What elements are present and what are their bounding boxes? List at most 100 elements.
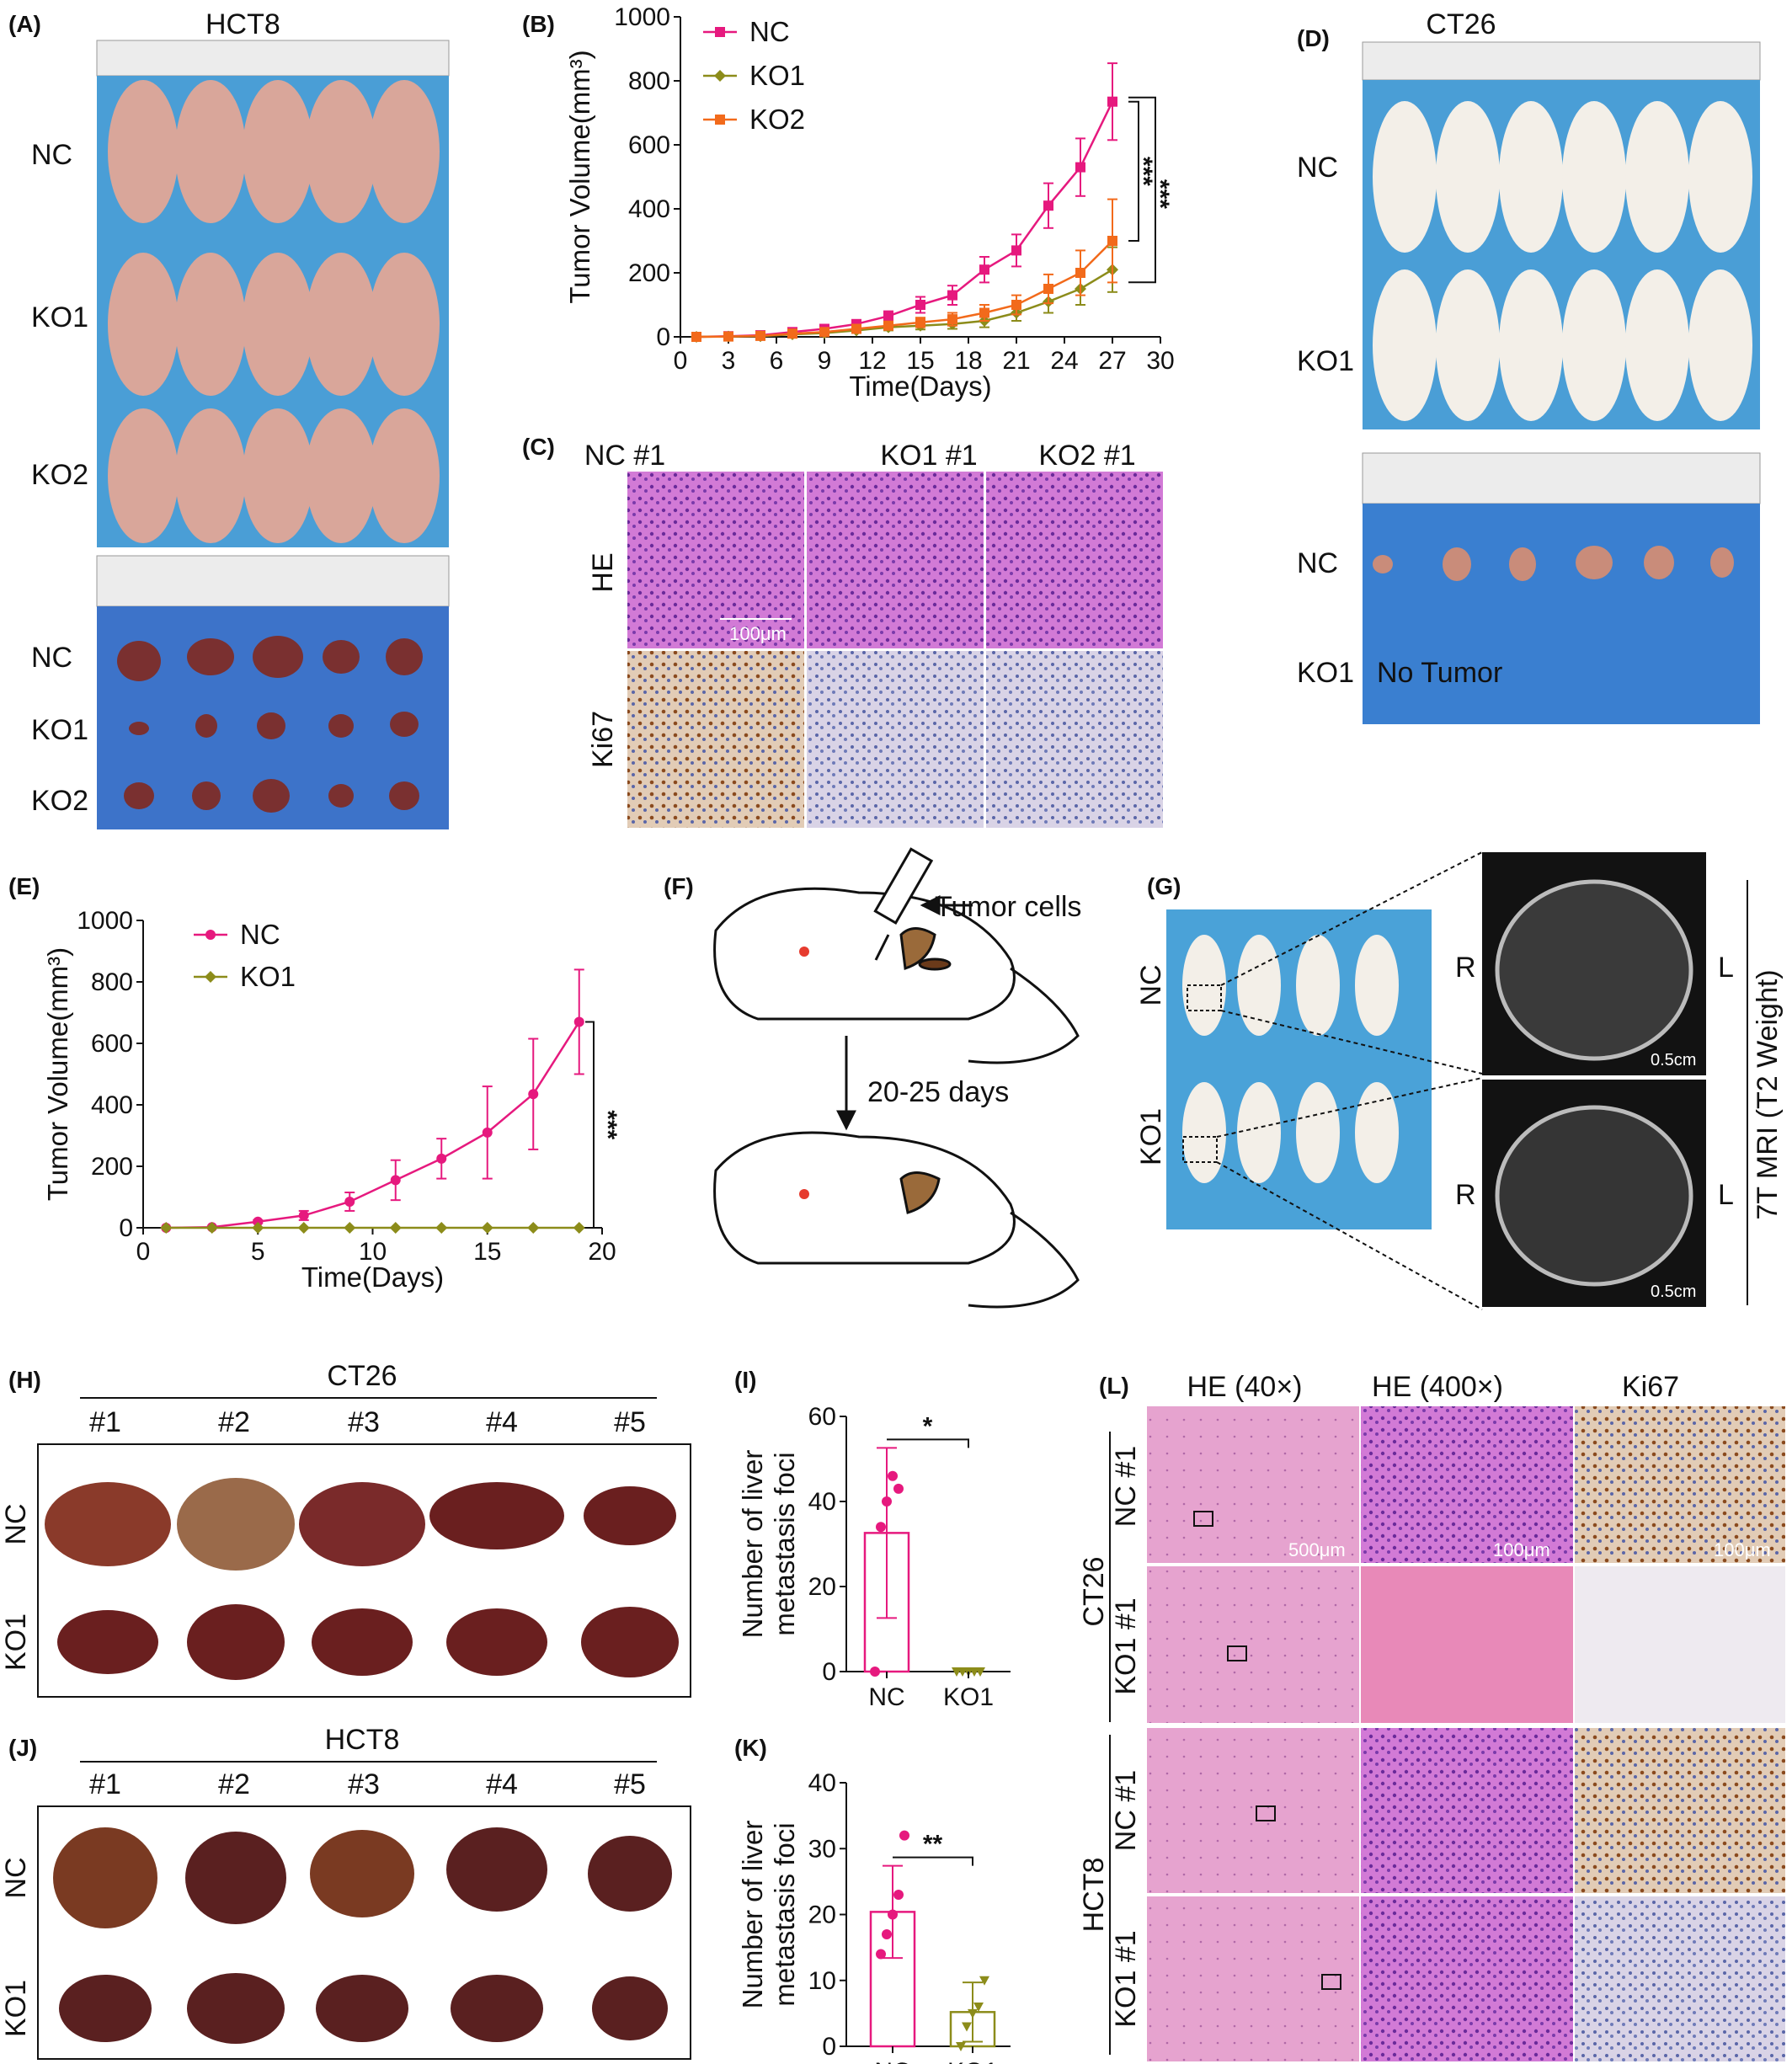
x-tick-label: 24 — [1050, 347, 1078, 375]
data-point — [1011, 245, 1021, 256]
y-tick-label: 30 — [808, 1835, 836, 1863]
j-col-4: #4 — [486, 1768, 518, 1800]
l-row-1: NC #1 — [1110, 1446, 1142, 1527]
panel-a-tumor-nc: NC — [31, 642, 72, 674]
x-tick-label: 5 — [251, 1238, 265, 1266]
x-tick-label: 6 — [770, 347, 784, 375]
panel-j-label: (J) — [8, 1735, 37, 1761]
data-point — [787, 328, 797, 339]
sig-bracket — [585, 1021, 595, 1229]
data-point — [436, 1153, 447, 1164]
legend-label: KO1 — [240, 961, 296, 992]
panel-g-r-bottom: R — [1455, 1179, 1476, 1211]
data-point — [1043, 284, 1053, 294]
series-line — [696, 240, 1113, 339]
panel-b-label: (B) — [522, 11, 555, 37]
he-ko2 — [986, 472, 1163, 648]
data-point — [819, 327, 829, 338]
data-point — [160, 1222, 173, 1234]
x-tick-label: NC — [874, 2058, 910, 2064]
ruler-2 — [96, 555, 450, 607]
legend-label: KO1 — [749, 60, 805, 91]
data-point — [1107, 96, 1117, 107]
l-hct8-nc-he40 — [1147, 1728, 1359, 1893]
legend-marker — [205, 971, 216, 983]
mouse-top — [713, 887, 1080, 1064]
l-scale-a: 500μm — [1288, 1539, 1346, 1560]
panel-i-label: (I) — [734, 1367, 756, 1393]
data-point — [691, 332, 701, 342]
j-row-nc: NC — [0, 1857, 32, 1898]
h-col-1: #1 — [89, 1406, 121, 1438]
mri-slice-ko1 — [1495, 1105, 1693, 1287]
data-point — [968, 2008, 978, 2019]
panel-j-title: HCT8 — [325, 1724, 400, 1756]
he-ko1 — [807, 472, 984, 648]
l-scale-c: 100μm — [1714, 1539, 1771, 1560]
sig-label: * — [923, 1412, 933, 1440]
l-scale-b: 100μm — [1493, 1539, 1550, 1560]
l-hct8-nc-ki67 — [1575, 1728, 1785, 1893]
h-col-3: #3 — [348, 1406, 380, 1438]
x-tick-label: NC — [868, 1683, 904, 1711]
y-tick-label: 20 — [808, 1573, 836, 1601]
series-ko2 — [691, 198, 1117, 342]
panel-c-col-ko1: KO1 #1 — [880, 440, 977, 472]
x-tick-label: 15 — [906, 347, 934, 375]
h-col-4: #4 — [486, 1406, 518, 1438]
zoom-line-1 — [1220, 851, 1483, 986]
l-ct26-ko1-he400 — [1361, 1566, 1573, 1723]
data-point — [481, 1222, 493, 1234]
y-axis-title-2: metastasis foci — [769, 1452, 800, 1635]
panel-h: (H) CT26 #1 #2 #3 #4 #5 NC KO1 — [0, 1360, 691, 1698]
panel-c-label: (C) — [522, 434, 555, 460]
panel-a: (A) HCT8 NC KO1 KO2 NC KO1 KO2 — [8, 8, 450, 829]
data-point — [947, 314, 957, 325]
y-tick-label: 20 — [808, 1901, 836, 1929]
data-point — [252, 1222, 264, 1234]
data-point — [888, 1470, 898, 1481]
j-col-2: #2 — [218, 1768, 250, 1800]
panel-f: (F) Tumor cells 20-25 days — [664, 847, 1081, 1309]
y-tick-label: 800 — [628, 67, 670, 95]
data-point — [298, 1210, 309, 1221]
l-group-ct26: CT26 — [1078, 1556, 1110, 1626]
l-row-3: NC #1 — [1110, 1770, 1142, 1851]
y-tick-label: 0 — [822, 1658, 836, 1686]
panel-d-tumor-ko1: KO1 — [1297, 657, 1354, 689]
y-tick-label: 600 — [91, 1030, 133, 1058]
panel-d: (D) CT26 NC KO1 NC KO1 No Tumor — [1297, 8, 1761, 724]
y-axis-title: Tumor Volume(mm³) — [42, 947, 73, 1201]
y-tick-label: 200 — [628, 259, 670, 287]
sig-label-1: *** — [1129, 157, 1157, 186]
he-nc — [627, 472, 804, 648]
data-point — [883, 320, 893, 331]
x-axis-title: Time(Days) — [849, 371, 991, 402]
zoom-line-2 — [1220, 1010, 1483, 1075]
panel-d-no-tumor: No Tumor — [1377, 657, 1502, 689]
y-tick-label: 400 — [91, 1091, 133, 1119]
y-tick-label: 1000 — [77, 907, 133, 935]
h-col-2: #2 — [218, 1406, 250, 1438]
panel-g-l-top: L — [1718, 952, 1734, 984]
y-axis-title: Tumor Volume(mm³) — [564, 50, 595, 303]
data-point — [876, 1949, 886, 1960]
l-roi-3 — [1256, 1805, 1276, 1821]
panel-d-label: (D) — [1297, 25, 1330, 51]
legend-label: KO2 — [749, 104, 805, 135]
data-point — [893, 1890, 904, 1901]
data-point — [573, 1016, 584, 1027]
panel-b: (B) 0 3 6 9 12 15 18 21 24 27 30 0 200 400 600 800 1000 T… — [522, 3, 1175, 402]
x-tick-label: 3 — [722, 347, 736, 375]
data-point — [573, 1222, 585, 1234]
y-tick-label: 40 — [808, 1488, 836, 1516]
panel-c: (C) NC #1 KO1 #1 KO2 #1 HE Ki67 100μm — [522, 434, 1163, 828]
y-tick-label: 60 — [808, 1403, 836, 1431]
panel-a-tumor-ko1: KO1 — [31, 714, 88, 746]
y-tick-label: 800 — [91, 968, 133, 996]
chart-i: 0 20 40 60 Number of liver metastasis foci NC K… — [737, 1403, 1011, 1711]
l-hct8-ko1-he40 — [1147, 1896, 1359, 2061]
data-point — [979, 264, 989, 275]
data-point — [851, 323, 861, 334]
y-tick-label: 1000 — [614, 3, 670, 31]
